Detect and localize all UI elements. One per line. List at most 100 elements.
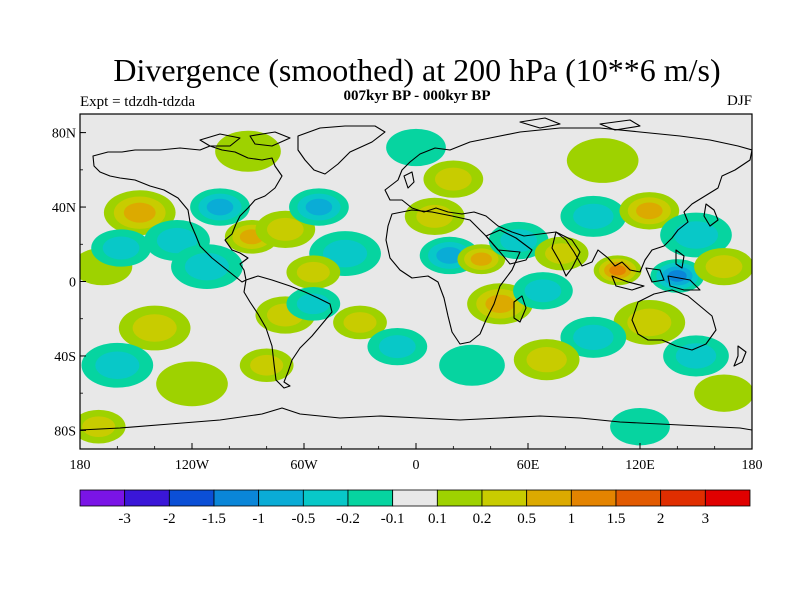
field-contour-31-1 (673, 221, 719, 249)
colorbar-label: -0.2 (336, 511, 360, 527)
coast-indonesia (611, 249, 701, 291)
colorbar-label: 1 (568, 511, 576, 527)
field-contour-30-3 (667, 270, 687, 282)
colorbar-swatch (570, 489, 617, 507)
colorbar-swatch (392, 489, 438, 507)
colorbar-swatch (481, 489, 528, 507)
coast-africa (385, 209, 521, 345)
colorbar-label: 3 (702, 511, 710, 527)
coast-south-america (243, 275, 333, 389)
colorbar-swatch (347, 489, 394, 507)
colorbar-label: 0.5 (517, 511, 536, 527)
coast-japan (703, 203, 719, 227)
lon-label: 180 (70, 458, 91, 473)
field-contour-15-1 (132, 314, 177, 342)
plot-title: Divergence (smoothed) at 200 hPa (10**6 … (113, 52, 721, 88)
coast-eurasia (384, 127, 752, 273)
coast-india (551, 231, 581, 277)
colorbar-swatch (79, 489, 126, 507)
field-contour-22-2 (470, 252, 492, 266)
field-contour-24-2 (485, 294, 515, 313)
colorbar: -3 -2 -1.5 -1 -0.5 -0.2 -0.1 0.1 0.2 0.5 1 1.5 2 3 (79, 489, 751, 527)
colorbar-swatch (302, 489, 349, 507)
colorbar-label: 1.5 (607, 511, 626, 527)
divergence-field (80, 128, 752, 446)
colorbar-swatch (168, 489, 215, 507)
field-contour-37-0 (439, 344, 505, 386)
colorbar-swatch (704, 489, 751, 507)
field-contour-36-1 (526, 347, 567, 373)
colorbar-swatch (615, 489, 662, 507)
coast-australia (631, 289, 717, 351)
experiment-label: Expt = tdzdh-tdzda (80, 94, 196, 110)
field-contour-27-1 (573, 203, 614, 229)
field-contour-4-2 (206, 198, 234, 216)
field-contour-26-1 (545, 243, 579, 264)
plot-subtitle: 007kyr BP - 000kyr BP (343, 88, 491, 104)
coast-arctic-islands (199, 117, 641, 147)
colorbar-label: -1 (252, 511, 265, 527)
colorbar-label: 0.1 (428, 511, 447, 527)
field-contour-14-1 (250, 354, 284, 376)
field-contour-42-1 (82, 416, 116, 438)
colorbar-label: -0.1 (381, 511, 405, 527)
field-contour-39-0 (566, 138, 639, 183)
field-contour-43-0 (610, 408, 670, 446)
coast-arabia (485, 229, 533, 265)
lat-label: 80N (52, 127, 76, 142)
field-contour-40-0 (215, 130, 281, 172)
lon-label: 180 (742, 458, 763, 473)
field-contour-29-2 (636, 202, 663, 220)
coast-madagascar (513, 295, 527, 323)
lon-label: 60E (517, 458, 540, 473)
coast-antarctica (80, 407, 752, 431)
field-contour-13-1 (343, 312, 377, 333)
field-contour-34-1 (573, 324, 614, 350)
colorbar-swatch (526, 489, 572, 507)
field-contour-21-2 (436, 247, 463, 264)
field-contour-25-1 (524, 279, 562, 303)
lat-label: 40N (52, 201, 76, 216)
field-contour-5-1 (184, 252, 229, 281)
field-contour-10-1 (296, 261, 330, 283)
field-contour-33-1 (627, 308, 672, 337)
lon-label: 0 (413, 458, 420, 473)
colorbar-swatch (258, 489, 304, 507)
field-contour-8-2 (305, 198, 333, 216)
field-contour-35-1 (675, 343, 717, 369)
lat-label: 0 (69, 276, 76, 291)
colorbar-swatch (213, 489, 260, 507)
field-contour-7-1 (266, 217, 304, 241)
colorbar-label: 2 (657, 511, 665, 527)
colorbar-label: -2 (163, 511, 176, 527)
lat-label: 40S (54, 350, 76, 365)
lon-label: 120W (175, 458, 210, 473)
field-contour-17-0 (156, 361, 228, 407)
field-contour-0-2 (123, 202, 156, 223)
field-contour-9-1 (323, 239, 368, 268)
colorbar-swatch (436, 489, 483, 507)
season-label: DJF (726, 93, 752, 109)
coastlines (80, 117, 752, 431)
field-contour-16-1 (95, 351, 140, 380)
colorbar-label: -1.5 (202, 511, 226, 527)
field-contour-38-0 (694, 374, 752, 412)
field-contour-20-1 (434, 167, 472, 191)
field-contour-32-1 (705, 255, 743, 279)
field-contour-12-1 (296, 293, 330, 315)
coast-new-zealand (733, 345, 747, 367)
field-contour-2-1 (102, 236, 140, 260)
lon-label: 60W (290, 458, 318, 473)
map-axes: 80N 40N 0 40S 80S 180 120W 60W 0 60E 120E 180 (52, 127, 763, 473)
field-contour-3-1 (156, 227, 198, 254)
field-contour-18-1 (378, 335, 416, 359)
colorbar-label: 0.2 (473, 511, 492, 527)
lat-label: 80S (54, 424, 76, 439)
coast-north-america (92, 145, 283, 283)
colorbar-label: -3 (118, 511, 131, 527)
field-contour-28-3 (609, 265, 626, 276)
colorbar-swatch (124, 489, 170, 507)
colorbar-swatch (660, 489, 706, 507)
lon-label: 120E (625, 458, 655, 473)
